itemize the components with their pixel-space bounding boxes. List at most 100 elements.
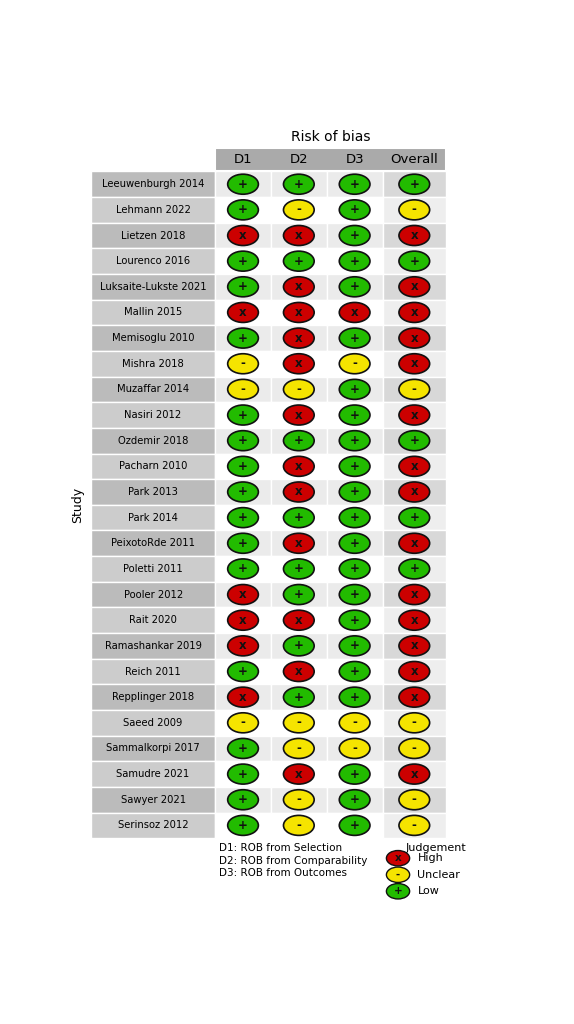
Ellipse shape [228, 457, 258, 476]
Bar [327, 735, 382, 761]
Text: x: x [410, 306, 418, 318]
Text: x: x [295, 665, 302, 678]
Text: x: x [239, 588, 247, 601]
Bar [215, 249, 271, 274]
Text: +: + [350, 281, 359, 293]
Ellipse shape [228, 174, 258, 195]
Text: Rait 2020: Rait 2020 [129, 615, 177, 626]
Ellipse shape [339, 610, 370, 630]
Ellipse shape [228, 251, 258, 271]
Ellipse shape [339, 225, 370, 246]
Ellipse shape [284, 276, 314, 297]
Ellipse shape [228, 610, 258, 630]
Text: -: - [241, 383, 246, 396]
Bar [91, 505, 215, 530]
Ellipse shape [339, 559, 370, 579]
Text: Ramashankar 2019: Ramashankar 2019 [104, 641, 201, 651]
Text: -: - [241, 717, 246, 729]
Text: Unclear: Unclear [417, 869, 460, 880]
Text: -: - [412, 717, 417, 729]
Bar [271, 735, 327, 761]
Bar [382, 479, 446, 505]
Bar [382, 171, 446, 197]
Bar [327, 171, 382, 197]
Text: +: + [294, 511, 304, 524]
Text: -: - [296, 383, 301, 396]
Text: x: x [410, 588, 418, 601]
Text: -: - [412, 383, 417, 396]
Text: Pooler 2012: Pooler 2012 [123, 590, 183, 600]
Ellipse shape [228, 353, 258, 374]
Bar [382, 300, 446, 326]
Ellipse shape [284, 636, 314, 655]
Ellipse shape [339, 482, 370, 502]
Text: x: x [295, 281, 302, 293]
Text: Study: Study [71, 486, 84, 523]
Bar [327, 710, 382, 735]
Bar [215, 761, 271, 786]
Text: +: + [350, 460, 359, 473]
Text: Lourenco 2016: Lourenco 2016 [116, 256, 190, 266]
Ellipse shape [228, 379, 258, 399]
Bar [271, 377, 327, 402]
Bar [382, 505, 446, 530]
Ellipse shape [339, 815, 370, 836]
Text: Low: Low [417, 886, 439, 896]
Text: +: + [294, 255, 304, 267]
Ellipse shape [399, 302, 430, 323]
Text: Overall: Overall [390, 154, 438, 166]
Text: Muzaffar 2014: Muzaffar 2014 [117, 384, 189, 394]
Ellipse shape [399, 276, 430, 297]
Ellipse shape [228, 431, 258, 451]
Ellipse shape [228, 713, 258, 733]
Ellipse shape [399, 200, 430, 220]
Bar [215, 454, 271, 479]
Ellipse shape [399, 328, 430, 348]
Bar [91, 761, 215, 786]
Text: x: x [295, 613, 302, 627]
Text: +: + [350, 511, 359, 524]
Text: +: + [238, 460, 248, 473]
Ellipse shape [399, 585, 430, 604]
Text: Saeed 2009: Saeed 2009 [123, 718, 183, 728]
Bar [271, 658, 327, 684]
Bar [271, 813, 327, 839]
Ellipse shape [339, 662, 370, 682]
Ellipse shape [339, 738, 370, 759]
Text: +: + [350, 178, 359, 190]
Text: Memisoglu 2010: Memisoglu 2010 [112, 333, 195, 343]
Text: +: + [350, 409, 359, 422]
Ellipse shape [284, 534, 314, 553]
Text: +: + [350, 485, 359, 499]
Text: +: + [238, 768, 248, 780]
Ellipse shape [284, 815, 314, 836]
Bar [327, 556, 382, 582]
Bar [91, 530, 215, 556]
Ellipse shape [228, 764, 258, 784]
Text: +: + [350, 255, 359, 267]
Bar [271, 582, 327, 607]
Bar [327, 351, 382, 377]
Bar [91, 786, 215, 813]
Bar [327, 684, 382, 710]
Text: -: - [352, 717, 357, 729]
Ellipse shape [399, 225, 430, 246]
Text: +: + [409, 434, 419, 447]
Ellipse shape [399, 251, 430, 271]
Ellipse shape [339, 687, 370, 708]
Text: x: x [295, 332, 302, 345]
Bar [215, 684, 271, 710]
Bar [91, 222, 215, 249]
Text: -: - [412, 794, 417, 806]
Text: -: - [412, 742, 417, 755]
Bar [382, 761, 446, 786]
Ellipse shape [339, 431, 370, 451]
Text: +: + [294, 562, 304, 575]
Ellipse shape [228, 790, 258, 810]
Bar [271, 684, 327, 710]
Text: x: x [410, 332, 418, 345]
Ellipse shape [284, 610, 314, 630]
Ellipse shape [284, 379, 314, 399]
Ellipse shape [284, 738, 314, 759]
Bar [327, 479, 382, 505]
